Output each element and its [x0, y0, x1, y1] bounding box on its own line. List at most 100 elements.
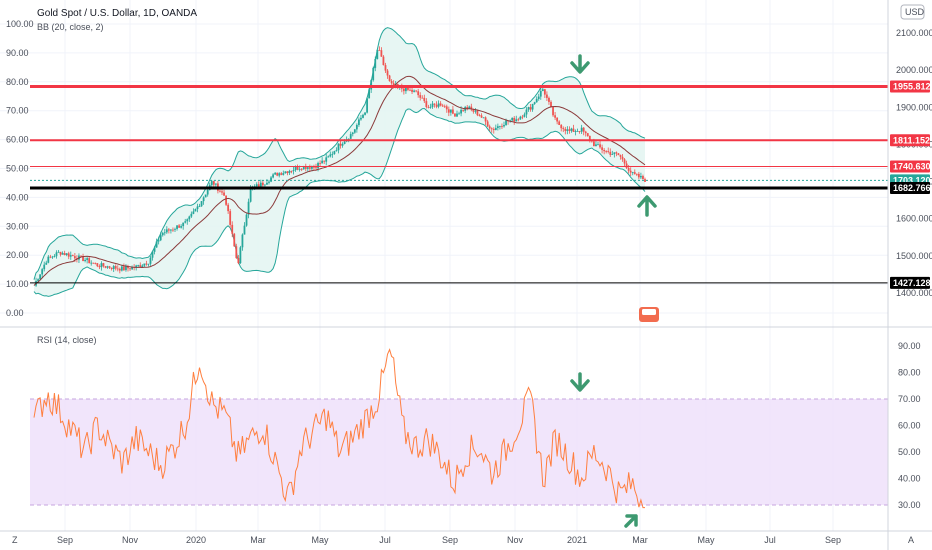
candle-body	[339, 143, 342, 146]
candle-body	[407, 87, 409, 90]
candle-body	[84, 259, 86, 261]
candle-body	[580, 127, 583, 132]
candle-body	[640, 176, 642, 178]
candle-body	[560, 124, 563, 129]
candle-body	[429, 106, 432, 108]
candle-body	[223, 192, 225, 196]
candle-body	[443, 106, 446, 108]
candle-body	[333, 151, 336, 154]
candle-body	[605, 151, 608, 152]
candle-body	[71, 255, 74, 257]
price-tag-label: 1955.812	[893, 82, 931, 92]
earnings-icon[interactable]	[639, 307, 659, 322]
candle-body	[441, 105, 444, 107]
candle-body	[527, 107, 530, 110]
candle-body	[288, 170, 291, 174]
candle-body	[266, 182, 268, 185]
candle-body	[472, 109, 475, 112]
candle-body	[239, 247, 242, 264]
candle-body	[466, 106, 469, 109]
candle-body	[588, 135, 591, 141]
candle-body	[92, 262, 95, 264]
candle-body	[627, 168, 630, 171]
candle-body	[637, 173, 640, 178]
price-tag-bg	[890, 80, 930, 93]
candle-body	[564, 129, 567, 131]
rsi-tick-label: 50.00	[898, 447, 921, 457]
candle-body	[554, 115, 556, 118]
candle-body	[413, 90, 415, 92]
candle-body	[531, 103, 534, 110]
candle-body	[331, 153, 334, 155]
candle-body	[570, 128, 573, 131]
candle-body	[543, 89, 546, 95]
y-left-tick-label: 10.00	[6, 279, 29, 289]
candle-body	[311, 166, 313, 169]
candle-body	[204, 194, 207, 198]
candle-body	[327, 156, 330, 158]
candle-body	[118, 268, 121, 271]
candle-body	[39, 274, 42, 280]
candle-body	[586, 133, 589, 136]
candle-body	[411, 89, 413, 92]
candle-body	[607, 151, 610, 152]
candle-body	[190, 213, 193, 217]
candle-body	[550, 101, 552, 107]
candle-body	[227, 204, 230, 212]
candle-body	[88, 258, 91, 264]
y-right-tick-label: 1600.000	[896, 214, 932, 224]
y-left-tick-label: 40.00	[6, 192, 29, 202]
x-tick-label: Nov	[122, 535, 139, 545]
candle-body	[82, 255, 84, 261]
candle-body	[159, 235, 162, 241]
candle-body	[155, 241, 158, 248]
candle-body	[613, 152, 616, 155]
candle-body	[617, 153, 620, 156]
y-left-tick-label: 100.00	[6, 19, 34, 29]
candle-body	[272, 174, 274, 178]
candle-body	[513, 117, 516, 122]
candle-body	[533, 102, 536, 104]
candle-body	[63, 253, 66, 256]
candle-body	[360, 117, 362, 120]
rsi-tick-label: 30.00	[898, 500, 921, 510]
candle-body	[341, 143, 344, 146]
candle-body	[192, 211, 195, 214]
rsi-line	[33, 348, 645, 509]
candle-body	[167, 229, 170, 231]
candle-body	[225, 195, 227, 205]
candle-body	[143, 263, 146, 266]
currency-button[interactable]	[900, 4, 925, 20]
candle-body	[488, 126, 491, 129]
candle-body	[437, 103, 440, 107]
candle-body	[452, 109, 454, 114]
candle-body	[131, 267, 133, 270]
candle-body	[427, 106, 430, 108]
candle-body	[257, 184, 260, 187]
candle-body	[370, 80, 373, 90]
candle-body	[468, 106, 471, 109]
candle-body	[433, 103, 436, 105]
candle-body	[525, 109, 528, 115]
candle-body	[53, 256, 56, 257]
candle-body	[623, 159, 626, 164]
y-right-tick-label: 1900.000	[896, 102, 932, 112]
candle-body	[362, 114, 364, 118]
y-right-tick-label: 1400.000	[896, 288, 932, 298]
candle-body	[145, 263, 148, 265]
candle-body	[621, 156, 624, 160]
x-tick-label: Jul	[764, 535, 776, 545]
candle-body	[298, 168, 301, 170]
candle-body	[151, 251, 154, 258]
candle-body	[496, 126, 499, 128]
candle-body	[221, 191, 223, 193]
rsi-tick-label: 40.00	[898, 474, 921, 484]
candle-body	[351, 132, 354, 135]
candle-body	[313, 166, 315, 168]
candle-body	[45, 262, 48, 265]
candle-body	[419, 95, 422, 98]
candle-body	[180, 226, 183, 228]
candle-body	[523, 114, 526, 117]
candle-body	[615, 152, 618, 154]
